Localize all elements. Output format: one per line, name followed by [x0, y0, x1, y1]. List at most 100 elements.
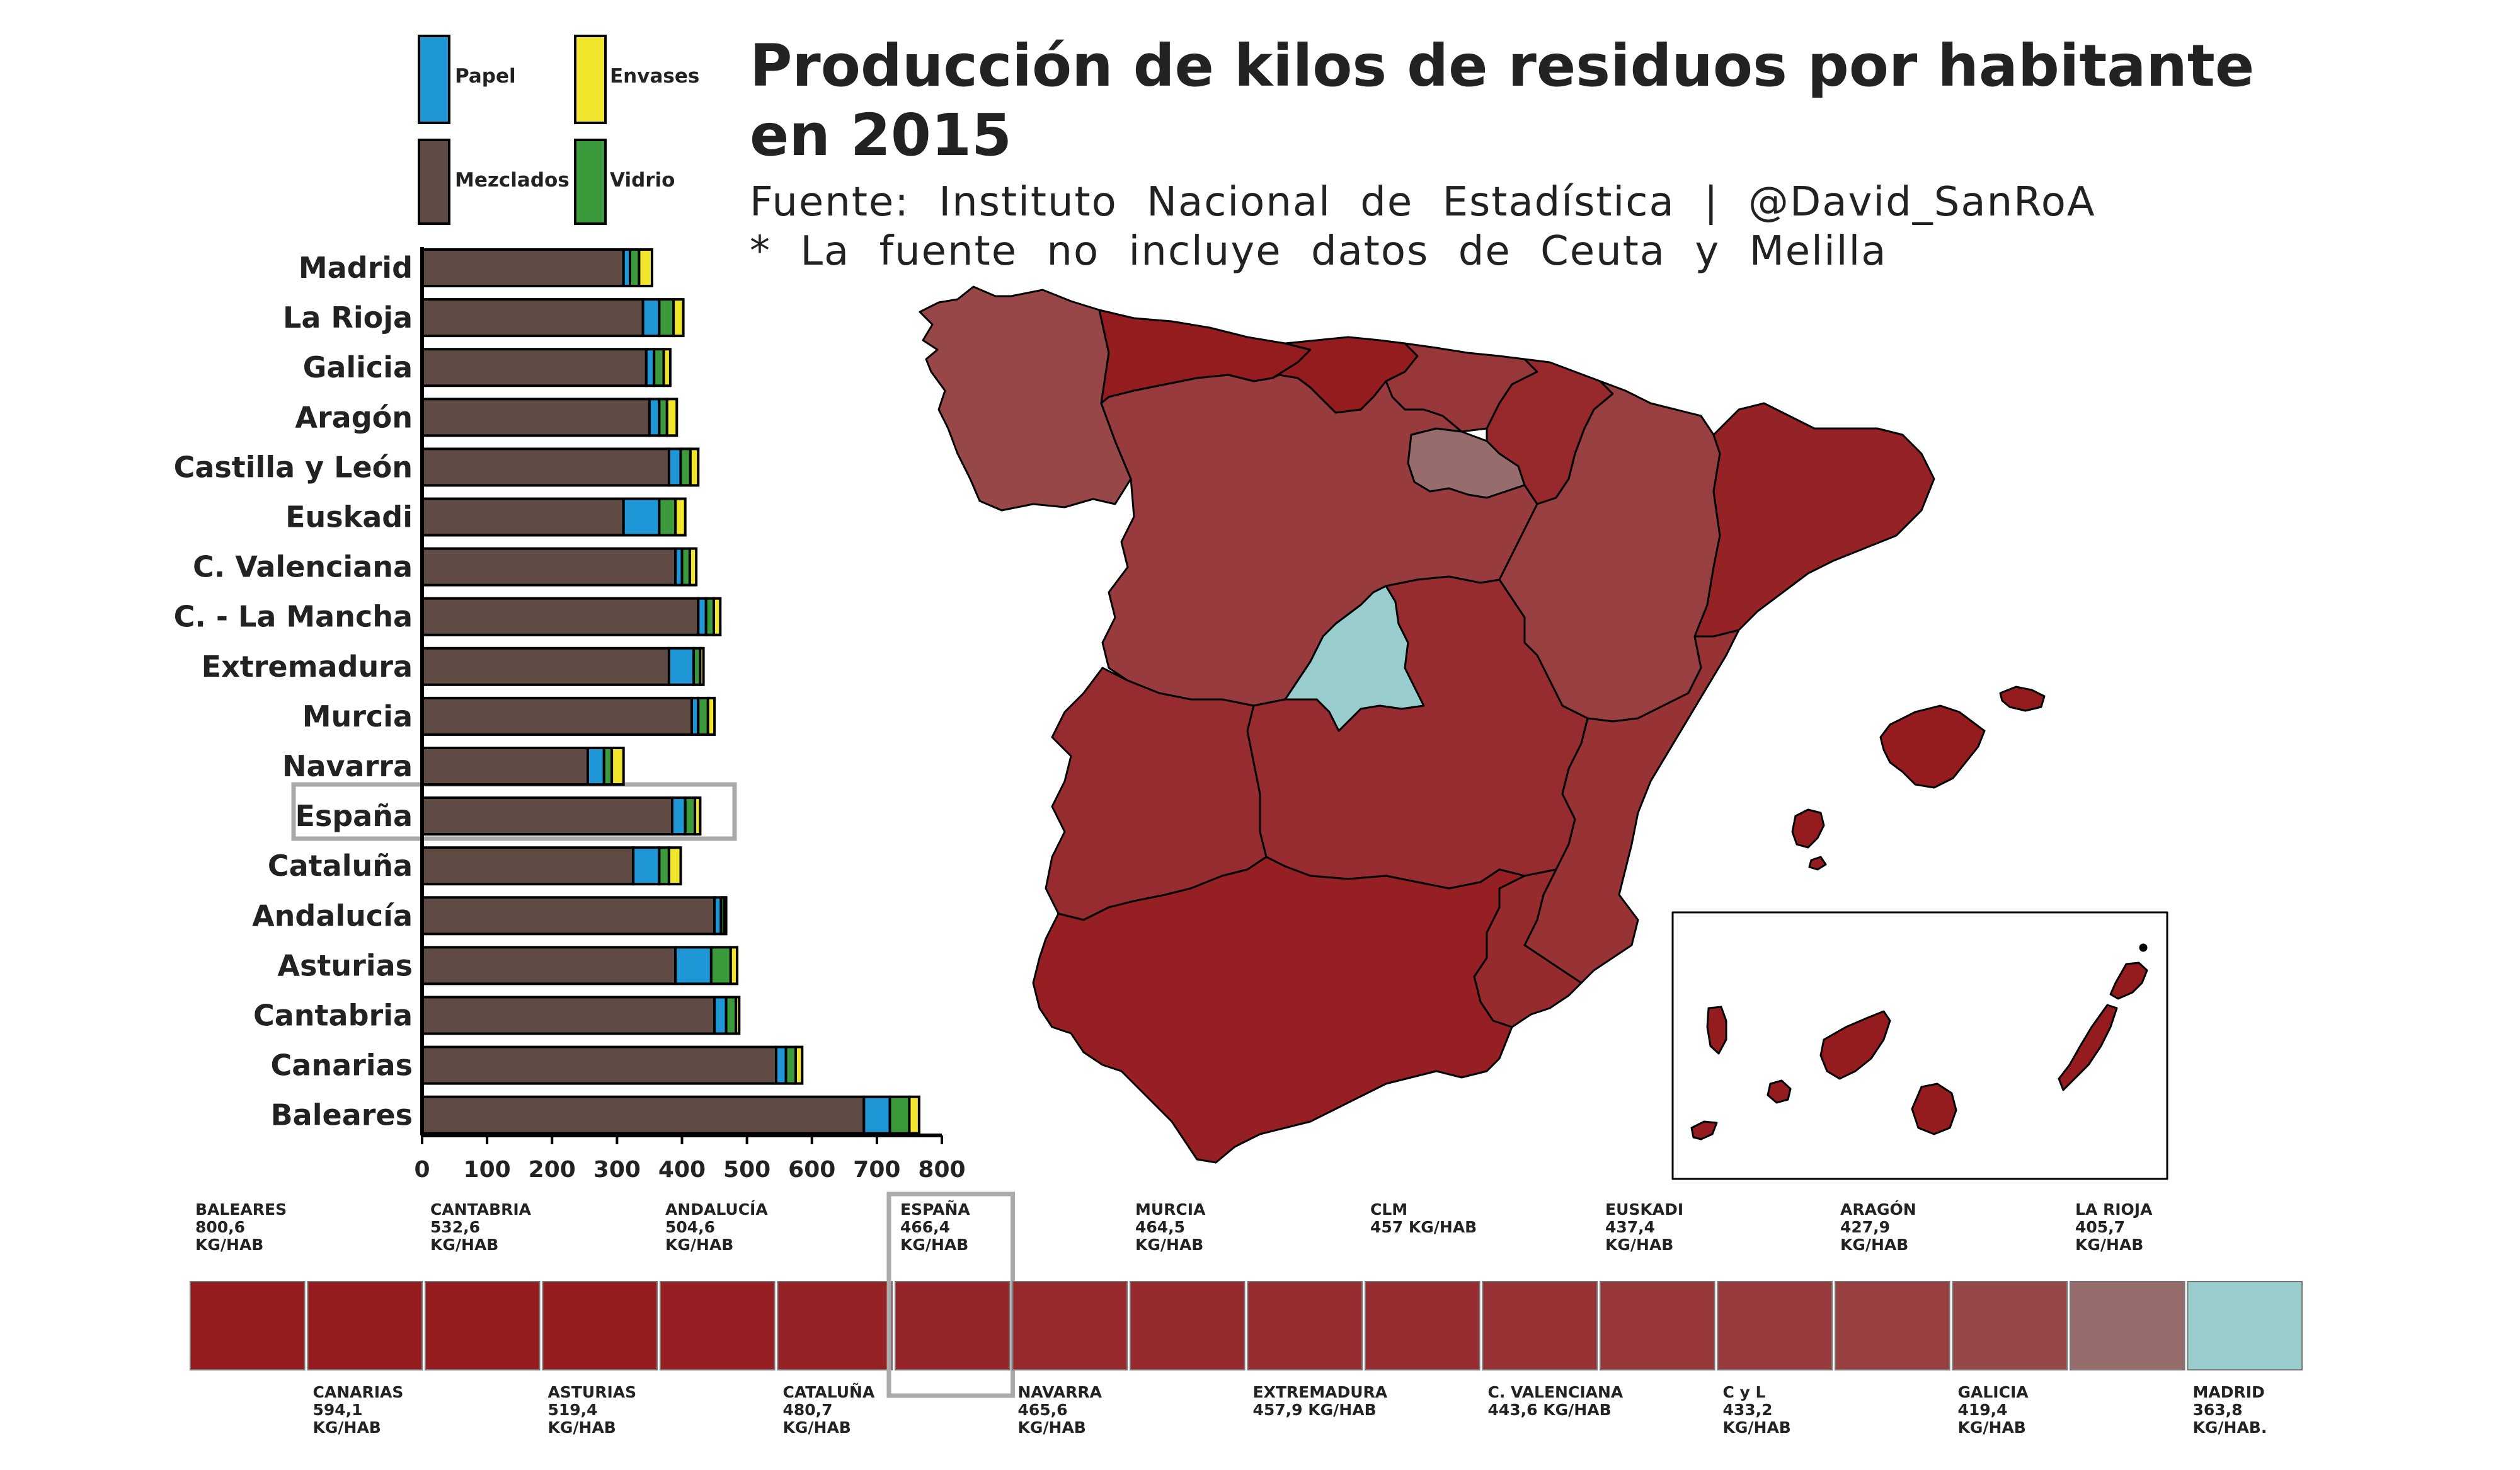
- bar-row: [421, 248, 654, 287]
- bar-segment-mezclados: [421, 298, 644, 338]
- region-canarias-gran-canaria: [1911, 1082, 1957, 1135]
- bar-segment-mezclados: [421, 1045, 777, 1085]
- x-tick-label: 200: [529, 1157, 576, 1183]
- scale-cell: [777, 1281, 893, 1370]
- bar-segment-vidrio: [684, 796, 697, 836]
- scale-label-text: 457 KG/HAB: [1370, 1218, 1477, 1236]
- scale-cell: [1130, 1281, 1246, 1370]
- bars-group: [421, 248, 920, 1135]
- category-label: Andalucía: [252, 899, 413, 933]
- note-line: * La fuente no incluye datos de Ceuta y …: [750, 228, 1887, 275]
- scale-label-text: ANDALUCÍA: [665, 1200, 768, 1219]
- color-scale: BALEARES800,6KG/HABCANARIAS594,1KG/HABCA…: [190, 1192, 2303, 1437]
- category-label: Galicia: [303, 350, 413, 384]
- legend-label-vidrio: Vidrio: [610, 169, 675, 192]
- region-baleares-mallorca: [1879, 704, 1986, 789]
- bar-row: [421, 946, 739, 985]
- scale-label-text: KG/HAB: [1958, 1418, 2026, 1437]
- category-label: Aragón: [295, 400, 413, 434]
- region-baleares-formentera: [1808, 856, 1827, 871]
- region-canarias-la-palma: [1706, 1006, 1727, 1055]
- scale-label-text: KG/HAB: [783, 1418, 851, 1437]
- scale-label-text: 466,4: [900, 1218, 950, 1236]
- scale-cell: [425, 1281, 541, 1370]
- bar-segment-mezclados: [421, 547, 677, 587]
- scale-label-text: C. VALENCIANA: [1488, 1383, 1624, 1401]
- region-canarias-lanzarote: [2109, 962, 2148, 1000]
- scale-label-text: 465,6: [1018, 1401, 1068, 1419]
- category-label: Murcia: [302, 699, 413, 733]
- bar-segment-envases: [794, 1045, 804, 1085]
- map-spain: [919, 285, 2168, 1180]
- bar-segment-envases: [674, 497, 687, 537]
- bar-row: [421, 996, 741, 1035]
- bar-row: [421, 298, 685, 338]
- legend-label-papel: Papel: [455, 65, 516, 88]
- bar-segment-mezclados: [421, 447, 670, 487]
- scale-label-text: 437,4: [1605, 1218, 1655, 1236]
- bar-segment-papel: [862, 1095, 891, 1135]
- category-label: Navarra: [282, 749, 413, 783]
- scale-label-text: KG/HAB: [1605, 1236, 1673, 1254]
- bar-segment-vidrio: [709, 946, 732, 985]
- header: Producción de kilos de residuos por habi…: [750, 32, 2254, 276]
- scale-cell: [542, 1281, 658, 1370]
- bar-segment-envases: [638, 248, 654, 287]
- scale-label-text: 800,6: [195, 1218, 245, 1236]
- bar-segment-papel: [632, 846, 661, 886]
- bar-segment-vidrio: [653, 348, 665, 388]
- region-baleares-menorca: [1999, 686, 2046, 712]
- bar-segment-vidrio: [658, 846, 670, 886]
- scale-cell: [1482, 1281, 1598, 1370]
- bar-segment-vidrio: [724, 996, 738, 1035]
- scale-cell: [1247, 1281, 1363, 1370]
- legend-swatch-papel: [418, 35, 450, 124]
- bar-segment-papel: [775, 1045, 788, 1085]
- region-baleares-ibiza: [1791, 808, 1825, 849]
- bar-segment-papel: [671, 796, 687, 836]
- title-line-2: en 2015: [750, 101, 1012, 169]
- bar-segment-mezclados: [421, 248, 625, 287]
- bar-row: [421, 348, 672, 388]
- bar-segment-envases: [908, 1095, 920, 1135]
- bar-row: [421, 747, 625, 786]
- category-label: Cantabria: [253, 999, 413, 1033]
- bar-segment-mezclados: [421, 696, 693, 736]
- bar-row: [421, 846, 682, 886]
- scale-label-text: KG/HAB: [2075, 1236, 2143, 1254]
- scale-label-text: 457,9 KG/HAB: [1253, 1401, 1377, 1419]
- bar-segment-vidrio: [784, 1045, 797, 1085]
- category-label: Canarias: [271, 1048, 413, 1082]
- x-tick-label: 0: [414, 1157, 430, 1183]
- bar-segment-mezclados: [421, 846, 635, 886]
- bar-row: [421, 896, 728, 936]
- scale-label-text: KG/HAB: [1135, 1236, 1203, 1254]
- category-label: C. - La Mancha: [174, 600, 413, 634]
- bar-row: [421, 646, 705, 686]
- x-axis-ticks: 0 100 200 300 400 500 600 700 800: [414, 1135, 966, 1183]
- region-canarias-fuerteventura: [2058, 1004, 2118, 1091]
- bar-segment-papel: [667, 646, 696, 686]
- bar-segment-envases: [694, 796, 702, 836]
- scale-label-text: 504,6: [665, 1218, 715, 1236]
- scale-label-text: CANARIAS: [313, 1383, 404, 1401]
- bar-segment-envases: [713, 597, 722, 636]
- scale-label-text: C y L: [1723, 1383, 1766, 1401]
- bar-segment-mezclados: [421, 946, 677, 985]
- bar-segment-vidrio: [658, 497, 677, 537]
- bar-row: [421, 696, 716, 736]
